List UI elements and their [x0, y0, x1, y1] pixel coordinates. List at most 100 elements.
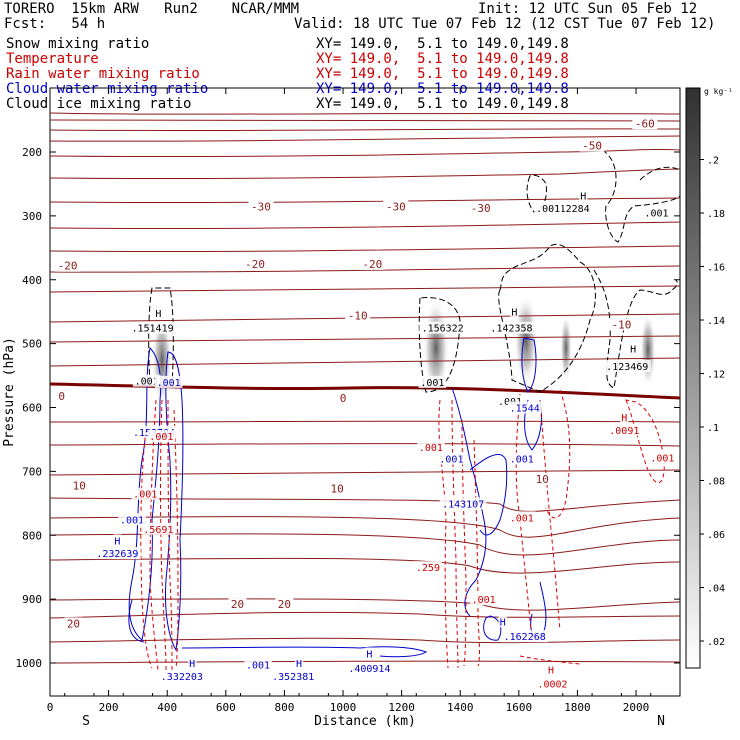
colorbar-tick-label: .12: [707, 370, 725, 381]
max-label: .001: [472, 595, 496, 606]
max-label: .143107: [442, 499, 484, 510]
max-label: H: [548, 665, 554, 676]
max-label: .162268: [504, 632, 546, 643]
y-tick-label: 700: [22, 465, 42, 478]
max-label-bg: [488, 321, 535, 334]
max-label: .259: [416, 563, 440, 574]
max-label: H: [630, 345, 636, 356]
colorbar-tick-label: .02: [707, 637, 725, 648]
y-tick-label: 1000: [16, 657, 43, 670]
max-label-bg: [507, 452, 536, 465]
max-label: .0002: [537, 679, 567, 690]
field-name-rain: Rain water mixing ratio: [6, 66, 200, 82]
max-label-bg: [132, 374, 161, 387]
max-label-bg: [418, 375, 447, 388]
x-tick-label: 800: [274, 701, 294, 714]
snow-contour: [498, 243, 596, 393]
field-xy-snow: XY= 149.0, 5.1 to 149.0,149.8: [316, 36, 569, 52]
isotherm: [49, 221, 681, 230]
max-label: H: [500, 617, 506, 628]
isotherm-label-bg: [632, 117, 658, 130]
isotherm-label-bg: [337, 391, 349, 404]
field-name-snow: Snow mixing ratio: [6, 36, 150, 52]
isotherm-label: -10: [348, 310, 368, 323]
isotherm: [49, 533, 681, 556]
colorbar-tick-label: .1: [707, 423, 719, 434]
isotherm-label-bg: [275, 598, 294, 611]
isotherm-label: 10: [536, 473, 549, 486]
south-label: S: [82, 714, 90, 729]
isotherm: [49, 148, 681, 158]
x-tick-label: 2000: [623, 701, 650, 714]
isotherm-label-bg: [70, 479, 89, 492]
isotherm-label-bg: [228, 598, 247, 611]
max-label: .001: [536, 204, 560, 215]
max-label: .001: [420, 378, 444, 389]
isotherm: [49, 285, 681, 293]
isotherm-label-bg: [345, 309, 371, 322]
colorbar: g kg⁻¹: [685, 87, 733, 669]
header-valid: Valid: 18 UTC Tue 07 Feb 12 (12 CST Tue …: [294, 16, 716, 32]
isotherm-label: -30: [386, 200, 406, 213]
north-label: N: [657, 714, 665, 729]
max-label-bg: [269, 669, 317, 682]
field-name-cloud-ice: Cloud ice mixing ratio: [6, 96, 192, 112]
max-label: .001: [246, 660, 270, 671]
max-label: .001: [439, 455, 463, 466]
max-label: .001: [149, 432, 173, 443]
isotherm-label-bg: [242, 257, 268, 270]
colorbar-tick-label: .04: [707, 584, 725, 595]
isotherm: [49, 168, 681, 180]
max-label-bg: [628, 342, 638, 355]
isotherm-label: 20: [278, 598, 291, 611]
isotherm-label-bg: [579, 139, 605, 152]
max-label-bg: [510, 305, 519, 318]
rain-water-contours: [140, 389, 665, 671]
colorbar-tick-label: .08: [707, 477, 725, 488]
field-xy-cloud-ice: XY= 149.0, 5.1 to 149.0,149.8: [316, 96, 569, 112]
isotherm-label-bg: [248, 200, 274, 213]
field-xy-cloud-water: XY= 149.0, 5.1 to 149.0,149.8: [316, 81, 569, 97]
max-label: .352381: [272, 672, 314, 683]
header-init: Init: 12 UTC Sun 05 Feb 12: [478, 1, 698, 17]
max-label-bg: [419, 321, 467, 334]
max-label: .156322: [422, 324, 464, 335]
y-tick-label: 500: [22, 338, 42, 351]
max-label: H: [155, 309, 161, 320]
max-label: .0091: [609, 426, 639, 437]
isotherm: [49, 420, 681, 423]
isotherm: [49, 443, 681, 447]
max-label: .001: [510, 513, 534, 524]
isotherm-label: 10: [331, 483, 344, 496]
isotherm-label-bg: [383, 200, 409, 213]
x-axis-label: Distance (km): [314, 714, 416, 729]
isotherms: [49, 112, 681, 664]
max-label: .151419: [131, 324, 173, 335]
y-tick-label: 800: [22, 529, 42, 542]
isotherm-label: 20: [231, 598, 244, 611]
isotherm-label: 0: [58, 390, 65, 403]
x-axis: 0 200 400 600 800 1000 1200 1400 1600 1800 2000: [47, 88, 652, 714]
isotherm: [49, 112, 681, 115]
isotherm-label-bg: [55, 259, 81, 272]
rain-contour: [461, 419, 467, 667]
max-label: .332203: [161, 672, 203, 683]
field-name-cloud-water: Cloud water mixing ratio: [6, 81, 209, 97]
x-tick-label: 1000: [330, 701, 357, 714]
isotherm: [49, 557, 681, 574]
isotherm-label-bg: [64, 617, 83, 630]
max-label: H: [296, 659, 302, 670]
colorbar-tick-label: .14: [707, 316, 725, 327]
cloud-water-contour: [165, 351, 184, 652]
isotherm-label-bg: [608, 318, 634, 331]
isotherm-label-bg: [468, 202, 494, 215]
rain-contour: [545, 389, 571, 519]
colorbar-tick-label: .18: [707, 209, 725, 220]
max-label: .001: [645, 209, 669, 220]
max-label-bg: [141, 522, 176, 535]
snow-contour: [639, 166, 681, 181]
y-tick-label: 600: [22, 402, 42, 415]
isotherm: [49, 245, 681, 253]
isotherm-label: -30: [471, 202, 491, 215]
rain-contour: [451, 399, 459, 669]
